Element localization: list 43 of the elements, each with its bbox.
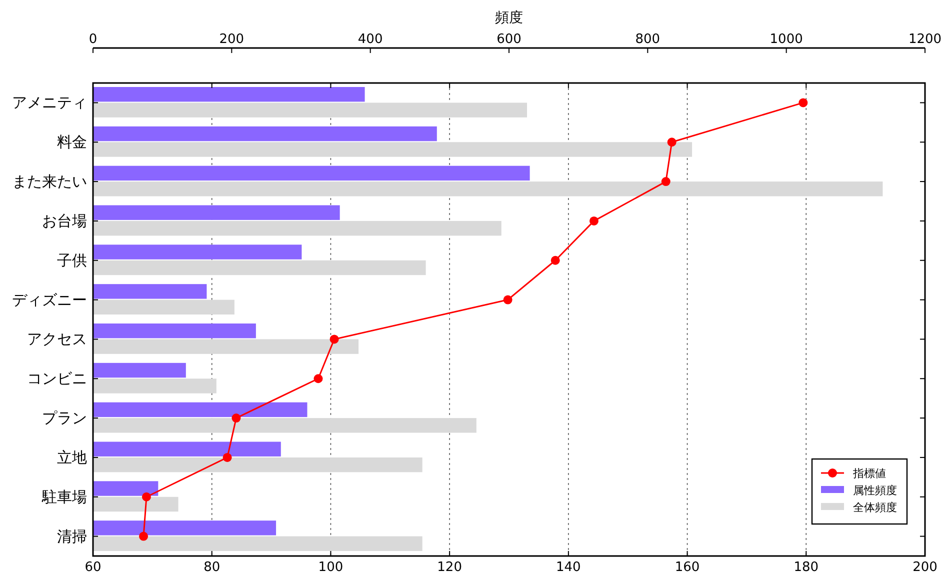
legend-label: 属性頻度: [853, 484, 897, 497]
x-tick-label: 120: [437, 560, 462, 575]
y-tick-label: プラン: [42, 409, 87, 428]
x-tick-label: 180: [794, 560, 819, 575]
y-tick-label: コンビニ: [27, 370, 87, 388]
y-tick-label: また来たい: [12, 172, 87, 191]
x2-tick-label: 600: [496, 32, 522, 47]
point: [589, 216, 598, 226]
x2-tick-label: 1200: [908, 32, 942, 47]
point: [139, 532, 148, 541]
x-tick-label: 80: [204, 560, 220, 575]
x2-tick-label: 0: [88, 32, 98, 47]
y-tick-label: アクセス: [27, 330, 87, 348]
x-tick-label: 60: [84, 560, 102, 575]
y-tick-label: 料金: [57, 133, 87, 152]
y-tick-label: 子供: [57, 251, 87, 270]
y-tick-label: お台場: [42, 212, 87, 230]
x-tick-label: 200: [912, 560, 938, 575]
y-tick-label: 立地: [57, 448, 87, 466]
x2-tick-label: 200: [219, 32, 244, 47]
legend-label: 指標値: [852, 467, 886, 480]
y-tick-label: アメニティ: [12, 94, 87, 112]
point: [550, 256, 560, 265]
x-tick-label: 100: [318, 560, 344, 575]
y-tick-label: ディズニー: [12, 290, 87, 309]
point: [142, 492, 151, 502]
point: [330, 334, 339, 344]
point: [661, 177, 670, 186]
point: [222, 452, 232, 462]
legend-label: 全体頻度: [853, 501, 897, 514]
x2-tick-label: 400: [358, 32, 383, 47]
point: [798, 98, 808, 108]
y-tick-label: 駐車場: [41, 488, 87, 506]
x2-tick-label: 1000: [770, 32, 803, 47]
point: [503, 295, 512, 304]
x-tick-label: 160: [674, 560, 700, 575]
point: [314, 374, 323, 384]
x-tick-label: 140: [556, 560, 581, 575]
point: [232, 414, 241, 423]
point: [667, 138, 676, 147]
x2-tick-label: 800: [635, 32, 660, 47]
y-tick-label: 清掃: [57, 527, 87, 546]
x2-axis-title: 頻度: [495, 10, 523, 26]
